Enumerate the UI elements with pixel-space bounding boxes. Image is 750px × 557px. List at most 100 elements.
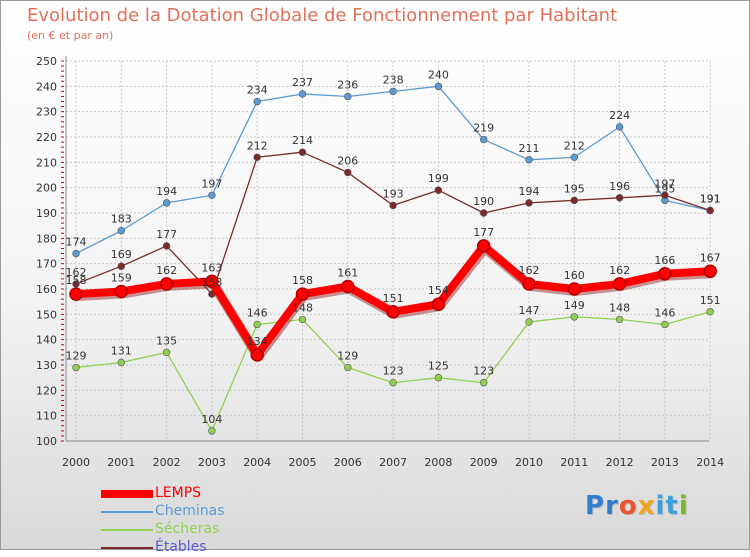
- data-label-secheras: 135: [156, 334, 177, 347]
- data-point-secheras: [344, 363, 352, 372]
- data-label-secheras: 151: [700, 294, 721, 307]
- data-label-etables: 177: [156, 228, 177, 241]
- x-tick-label: 2012: [606, 456, 634, 469]
- data-label-cheminas: 211: [519, 142, 540, 155]
- data-point-etables: [480, 209, 488, 217]
- data-label-etables: 196: [609, 180, 630, 193]
- data-label-secheras: 123: [383, 365, 404, 378]
- data-label-lemps: 162: [609, 264, 630, 277]
- data-point-secheras: [208, 427, 216, 435]
- data-label-lemps: 151: [383, 292, 404, 305]
- data-label-secheras: 129: [337, 350, 358, 363]
- x-tick-label: 2013: [651, 456, 679, 469]
- legend-label-secheras: Sécheras: [155, 521, 220, 537]
- data-point-lemps: [522, 277, 536, 291]
- data-point-secheras: [117, 358, 126, 367]
- data-point-etables: [525, 199, 533, 207]
- logo-letter: o: [618, 491, 638, 521]
- legend-label-etables: Étables: [155, 539, 207, 555]
- legend-swatch-lemps: [101, 490, 153, 498]
- data-label-secheras: 129: [66, 350, 87, 363]
- x-tick-label: 2009: [470, 456, 498, 469]
- data-label-etables: 197: [654, 177, 675, 190]
- data-label-secheras: 104: [201, 413, 222, 426]
- data-point-lemps: [159, 277, 174, 291]
- y-tick-label: 150: [36, 308, 57, 321]
- data-point-secheras: [389, 379, 397, 387]
- data-label-cheminas: 183: [111, 213, 132, 226]
- x-tick-label: 2001: [107, 456, 135, 469]
- data-point-cheminas: [298, 90, 307, 98]
- legend-item-secheras: Sécheras: [101, 521, 261, 539]
- data-point-secheras: [706, 308, 714, 316]
- data-point-secheras: [570, 313, 578, 321]
- data-point-secheras: [480, 379, 488, 387]
- data-point-etables: [615, 194, 624, 202]
- data-label-cheminas: 212: [564, 139, 585, 152]
- data-point-lemps: [567, 282, 582, 296]
- y-tick-label: 110: [36, 410, 57, 423]
- legend-swatch-secheras: [101, 529, 153, 531]
- data-point-etables: [298, 148, 307, 156]
- data-point-secheras: [253, 320, 261, 329]
- x-tick-label: 2002: [153, 456, 181, 469]
- data-point-etables: [434, 186, 443, 194]
- logo-letter: i: [655, 491, 666, 521]
- data-label-etables: 206: [337, 154, 358, 167]
- data-label-cheminas: 224: [609, 109, 630, 122]
- chart-title: Evolution de la Dotation Globale de Fonc…: [27, 5, 618, 26]
- data-point-cheminas: [117, 227, 126, 235]
- data-label-lemps: 161: [337, 266, 358, 279]
- data-label-etables: 162: [66, 266, 87, 279]
- data-point-cheminas: [480, 135, 488, 144]
- data-label-lemps: 163: [201, 261, 222, 274]
- y-tick-label: 100: [36, 435, 57, 448]
- data-point-lemps: [658, 267, 672, 281]
- data-point-secheras: [298, 315, 307, 324]
- data-label-lemps: 158: [292, 274, 313, 287]
- y-tick-label: 160: [36, 283, 57, 296]
- data-label-lemps: 166: [654, 254, 675, 267]
- data-label-cheminas: 240: [428, 68, 449, 81]
- data-point-lemps: [341, 279, 355, 294]
- logo-letter: x: [637, 491, 656, 521]
- data-label-cheminas: 238: [383, 73, 404, 86]
- x-tick-label: 2014: [696, 456, 724, 469]
- data-point-secheras: [162, 348, 171, 357]
- data-point-lemps: [386, 305, 400, 319]
- y-tick-label: 130: [36, 359, 57, 372]
- data-label-cheminas: 219: [473, 122, 494, 135]
- data-label-etables: 195: [564, 182, 585, 195]
- data-label-lemps: 158: [66, 274, 87, 287]
- data-point-cheminas: [434, 82, 443, 91]
- y-tick-label: 210: [36, 156, 57, 169]
- data-point-secheras: [72, 363, 80, 372]
- data-label-lemps: 162: [519, 264, 540, 277]
- data-point-lemps: [69, 287, 83, 301]
- data-label-etables: 190: [473, 195, 494, 208]
- data-point-lemps: [703, 264, 717, 279]
- legend-item-lemps: LEMPS: [101, 485, 261, 503]
- y-tick-label: 230: [36, 106, 57, 119]
- x-tick-label: 2003: [198, 456, 226, 469]
- data-label-secheras: 147: [519, 304, 540, 317]
- data-label-etables: 214: [292, 134, 313, 147]
- data-label-secheras: 131: [111, 344, 132, 357]
- logo-letter: i: [678, 491, 689, 521]
- data-label-secheras: 148: [609, 301, 630, 314]
- legend-item-etables: Étables: [101, 539, 261, 557]
- data-point-lemps: [114, 284, 129, 299]
- data-point-etables: [570, 196, 578, 205]
- data-point-cheminas: [615, 123, 624, 131]
- data-label-lemps: 160: [564, 269, 585, 282]
- logo-letter: r: [605, 491, 619, 521]
- legend-swatch-etables: [101, 547, 153, 549]
- data-label-secheras: 125: [428, 360, 449, 373]
- data-point-cheminas: [208, 191, 216, 199]
- data-label-secheras: 123: [473, 365, 494, 378]
- x-tick-label: 2007: [379, 456, 407, 469]
- y-tick-label: 250: [36, 55, 57, 68]
- data-label-lemps: 162: [156, 264, 177, 277]
- x-tick-label: 2006: [334, 456, 362, 469]
- data-label-cheminas: 191: [700, 192, 721, 205]
